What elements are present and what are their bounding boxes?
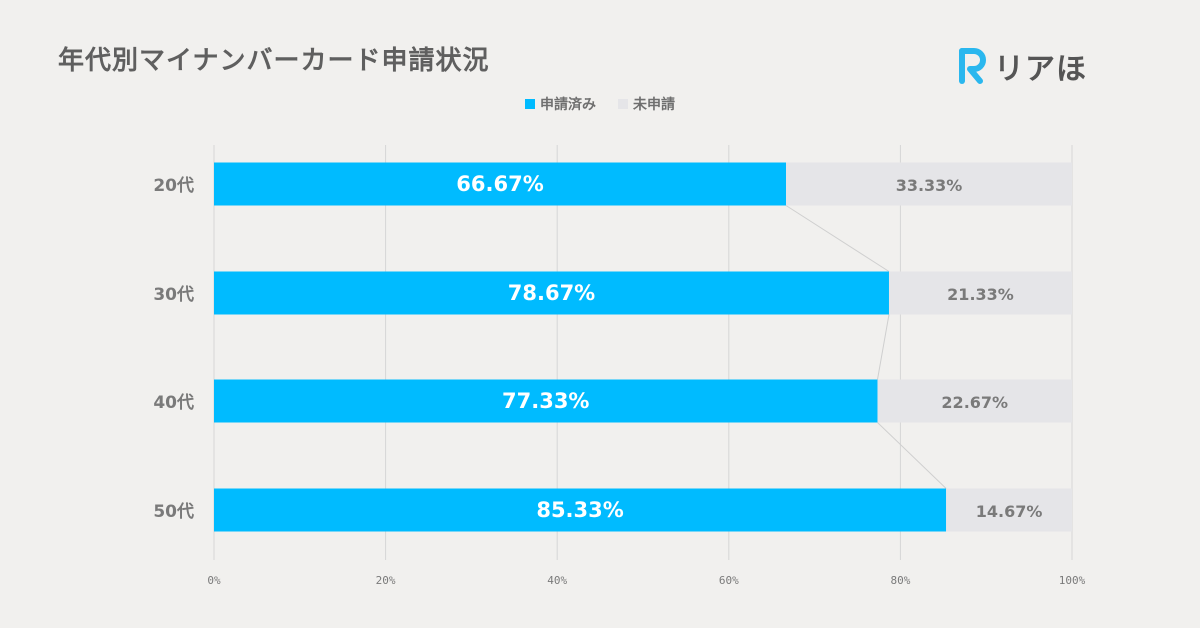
data-label-not-applied: 22.67% [941,393,1008,412]
data-label-applied: 66.67% [456,172,543,196]
connector-line [877,422,947,489]
bar-applied [214,162,787,206]
logo-r-icon [959,48,986,84]
bar-not-applied [888,271,1072,315]
legend: 申請済み 未申請 [0,94,1200,114]
x-tick-label: 100% [1059,574,1086,587]
legend-label-applied: 申請済み [540,97,596,113]
legend-swatch-not-applied [618,99,628,109]
chart-title: 年代別マイナンバーカード申請状況 [58,46,490,76]
connector-line [876,314,890,380]
x-tick-label: 60% [719,574,739,587]
data-label-applied: 77.33% [502,389,589,413]
data-label-not-applied: 21.33% [947,285,1014,304]
bar-not-applied [877,379,1072,423]
data-label-not-applied: 33.33% [896,176,963,195]
category-label: 20代 [153,175,194,196]
x-tick-label: 80% [890,574,910,587]
x-tick-label: 40% [547,574,567,587]
legend-label-not-applied: 未申請 [633,97,675,113]
bar-not-applied [946,488,1072,532]
x-tick-label: 0% [207,574,221,587]
legend-item-not-applied: 未申請 [618,94,675,114]
category-label: 50代 [153,501,194,522]
x-tick-label: 20% [376,574,396,587]
bar-applied [214,271,889,315]
bar-applied [214,488,947,532]
category-label: 30代 [153,284,194,305]
data-label-applied: 78.67% [508,281,595,305]
data-label-not-applied: 14.67% [976,502,1043,521]
legend-item-applied: 申請済み [525,94,596,114]
logo: リアほ [958,44,1087,88]
legend-swatch-applied [525,99,535,109]
category-label: 40代 [153,392,194,413]
bar-applied [214,379,878,423]
logo-text: リアほ [994,52,1087,87]
connector-line [785,205,890,272]
data-label-applied: 85.33% [536,498,623,522]
bar-not-applied [786,162,1072,206]
